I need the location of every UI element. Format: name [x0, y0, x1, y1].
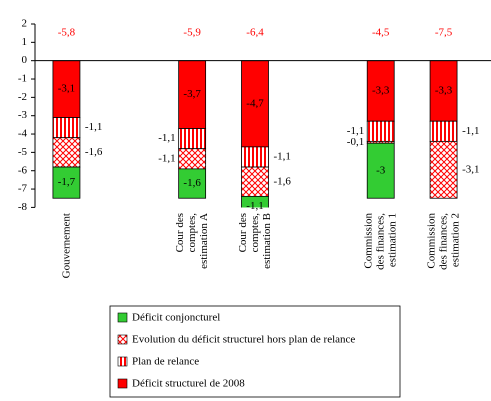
bars — [52, 60, 458, 208]
y-tick-label: -8 — [18, 201, 28, 213]
data-label: -1,1 — [246, 200, 263, 212]
bar-segment — [241, 166, 269, 197]
bar-segment — [178, 148, 207, 170]
bar-segment — [366, 142, 395, 199]
total-label: -5,9 — [183, 27, 201, 39]
x-tick-label: Cour descomptes,estimation B — [237, 213, 273, 269]
legend-box — [109, 305, 401, 398]
data-label: -3,7 — [183, 88, 201, 100]
y-tick-label: -3 — [18, 109, 28, 121]
legend-label: Evolution du déficit structurel hors pla… — [132, 334, 355, 346]
data-label: -1,1 — [158, 132, 175, 144]
legend-swatch — [117, 312, 128, 323]
total-label: -4,5 — [372, 27, 390, 39]
data-label: -3,3 — [435, 84, 453, 96]
total-label: -7,5 — [435, 27, 453, 39]
bar-segment — [429, 60, 458, 122]
legend-swatch — [117, 378, 128, 389]
data-label: -1,6 — [183, 177, 201, 189]
legend-swatch — [117, 356, 128, 367]
legend-label: Déficit conjoncturel — [132, 312, 220, 324]
total-label: -6,4 — [246, 27, 264, 39]
y-tick-label: -1 — [18, 73, 27, 85]
bar-segment — [429, 140, 458, 199]
data-label: -1,1 — [462, 125, 479, 137]
bar-segment — [178, 168, 207, 199]
x-tick-label: Cour descomptes,estimation A — [174, 213, 210, 269]
legend-swatch — [117, 334, 128, 345]
y-tick-label: 1 — [22, 36, 28, 48]
data-label: -1,1 — [274, 150, 291, 162]
y-tick-label: 2 — [22, 18, 28, 30]
x-tick-label: Commissiondes finances,estimation 1 — [362, 213, 398, 270]
data-label: -3,1 — [58, 83, 75, 95]
y-tick-label: -4 — [18, 128, 28, 140]
data-label: -1,1 — [85, 121, 102, 133]
y-tick-label: -2 — [18, 91, 27, 103]
data-label: -3 — [376, 164, 386, 176]
bar-segment — [366, 120, 395, 142]
data-label: -1,6 — [85, 146, 103, 158]
y-tick-label: -6 — [18, 164, 28, 176]
data-label: -1,6 — [274, 175, 292, 187]
y-tick-label: 0 — [22, 54, 28, 66]
x-tick-label: Gouvernement — [60, 213, 72, 278]
data-label: -1,1 — [347, 125, 364, 137]
x-tick-label: Commissiondes finances,estimation 2 — [425, 213, 461, 270]
bar-segment — [241, 146, 269, 168]
bar-segment — [52, 60, 81, 118]
bar-segment — [429, 120, 458, 142]
y-tick-label: -7 — [18, 183, 28, 195]
bar-segment — [178, 128, 207, 150]
y-tick-label: -5 — [18, 146, 28, 158]
legend-label: Plan de relance — [132, 356, 199, 368]
bar-segment — [241, 195, 269, 208]
bar-segment — [52, 166, 81, 199]
data-label: -0,1 — [347, 136, 364, 148]
data-label: -3,1 — [462, 163, 479, 175]
data-label: -4,7 — [246, 97, 264, 109]
data-label: -1,7 — [58, 176, 76, 188]
data-label: -3,3 — [372, 84, 390, 96]
total-label: -5,8 — [58, 27, 76, 39]
bar-segment — [52, 117, 81, 139]
legend-label: Déficit structurel de 2008 — [132, 378, 245, 390]
data-label: -1,1 — [158, 152, 175, 164]
bar-segment — [52, 137, 81, 168]
